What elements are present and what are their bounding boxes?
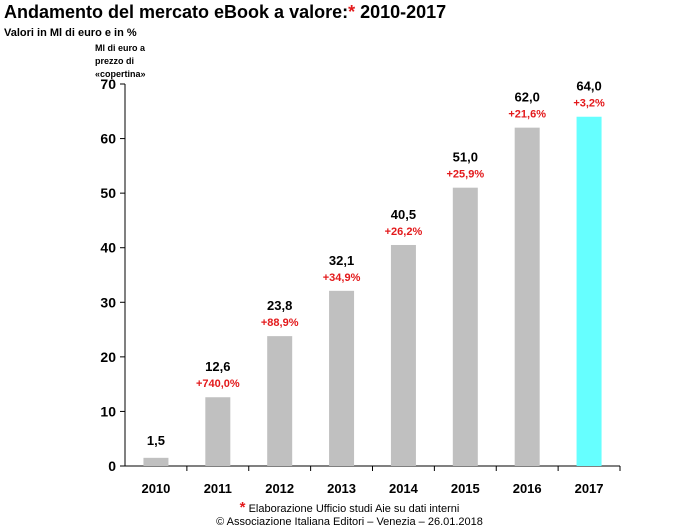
value-label: 40,5	[391, 207, 416, 222]
source-asterisk: *	[239, 499, 246, 516]
chart-title: Andamento del mercato eBook a valore:* 2…	[4, 2, 446, 23]
x-tick-label: 2016	[513, 481, 542, 496]
growth-label: +25,9%	[447, 169, 485, 181]
value-label: 51,0	[453, 150, 478, 165]
y-axis-unit-label: Ml di euro a prezzo di «copertina»	[95, 43, 146, 79]
bar	[576, 116, 602, 466]
bar	[329, 290, 355, 466]
y-tick-label: 30	[100, 294, 116, 310]
x-tick-label: 2015	[451, 481, 480, 496]
growth-label: +21,6%	[508, 109, 546, 121]
x-tick-label: 2017	[575, 481, 604, 496]
y-tick-label: 20	[100, 349, 116, 365]
chart-subtitle: Valori in Ml di euro e in %	[4, 27, 137, 39]
growth-label: +34,9%	[323, 272, 361, 284]
bar	[205, 397, 231, 466]
growth-label: +740,0%	[196, 378, 240, 390]
value-label: 12,6	[205, 359, 230, 374]
value-label: 62,0	[515, 90, 540, 105]
bar	[143, 457, 169, 466]
growth-label: +26,2%	[385, 226, 423, 238]
value-label: 64,0	[576, 79, 601, 94]
title-text: Andamento del mercato eBook a valore:	[4, 2, 349, 22]
bar	[390, 244, 416, 466]
y-tick-label: 70	[100, 76, 116, 92]
x-tick-label: 2012	[265, 481, 294, 496]
x-tick-label: 2010	[141, 481, 170, 496]
y-tick-label: 50	[100, 185, 116, 201]
y-tick-label: 0	[108, 458, 116, 474]
y-tick-label: 10	[100, 403, 116, 419]
x-tick-label: 2013	[327, 481, 356, 496]
x-tick-label: 2011	[204, 481, 232, 496]
bar	[452, 187, 478, 466]
bar	[267, 336, 293, 466]
value-label: 23,8	[267, 298, 292, 313]
growth-label: +3,2%	[573, 98, 605, 110]
value-label: 1,5	[147, 433, 165, 448]
title-years: 2010-2017	[355, 2, 447, 22]
value-label: 32,1	[329, 253, 354, 268]
source-note: * Elaborazione Ufficio studi Aie su dati…	[0, 499, 699, 516]
copyright-note: © Associazione Italiana Editori – Venezi…	[216, 516, 483, 528]
title-asterisk: *	[348, 2, 356, 22]
bar	[514, 127, 540, 467]
y-tick-label: 60	[100, 131, 116, 147]
y-tick-label: 40	[100, 240, 116, 256]
source-text: Elaborazione Ufficio studi Aie su dati i…	[245, 503, 460, 515]
x-tick-label: 2014	[389, 481, 419, 496]
growth-label: +88,9%	[261, 317, 299, 329]
